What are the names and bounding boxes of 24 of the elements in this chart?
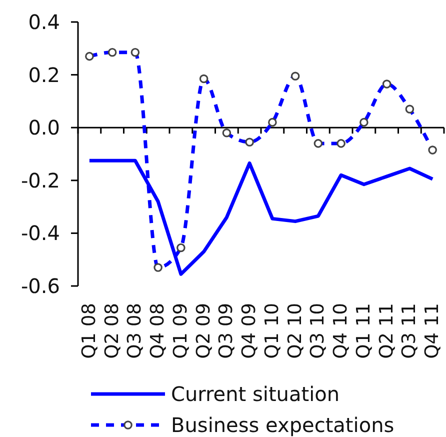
x-tick-label: Q1 08 [78,303,100,359]
legend-label: Business expectations [171,413,394,437]
x-tick-label: Q1 10 [262,303,283,359]
x-tick-label: Q2 08 [102,303,123,359]
x-tick-label: Q2 09 [193,303,214,359]
legend-label: Current situation [171,382,340,406]
x-tick-label: Q1 11 [353,303,374,359]
y-tick-label: -0.2 [20,168,60,192]
y-tick-label: 0.0 [28,116,60,140]
x-tick-label: Q4 11 [422,303,444,359]
x-tick-label: Q3 09 [216,303,238,359]
y-tick-label: 0.2 [28,62,60,87]
x-tick-label: Q3 10 [308,303,329,359]
x-tick-label: Q4 10 [330,303,352,359]
x-tick-label: Q4 09 [239,303,260,359]
x-tick-label: Q1 09 [170,303,192,359]
y-tick-label: -0.6 [20,274,60,298]
x-tick-label: Q4 08 [148,303,169,359]
x-tick-label: Q2 11 [376,303,398,359]
y-tick-label: -0.4 [20,221,60,246]
x-tick-label: Q3 11 [399,303,420,359]
x-tick-label: Q3 08 [124,303,146,359]
x-tick-label: Q2 10 [284,303,306,359]
y-tick-label: 0.4 [28,10,60,34]
